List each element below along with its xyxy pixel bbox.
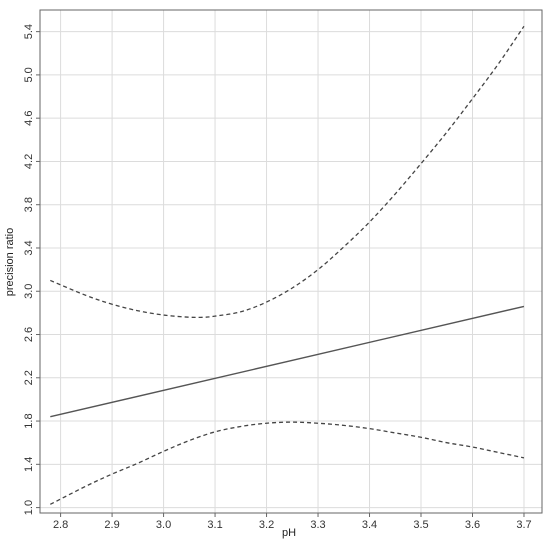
y-tick-label: 1.8 [23, 413, 35, 428]
y-tick-label: 1.0 [23, 500, 35, 515]
x-axis-title: pH [282, 527, 296, 539]
y-tick-label: 1.4 [23, 457, 35, 472]
y-tick-label: 3.0 [23, 284, 35, 299]
lower-confidence-band [50, 421, 525, 505]
y-tick-label: 5.0 [23, 67, 35, 82]
y-axis: 1.0 1.4 1.8 2.2 2.6 3.0 3.4 3.8 4.2 4.6 5.0 5.4 [23, 24, 40, 515]
upper-confidence-band [50, 25, 525, 319]
grid [40, 10, 542, 513]
y-axis-title: precision ratio [4, 228, 16, 296]
y-tick-label: 4.2 [23, 154, 35, 169]
y-tick-label: 3.4 [23, 240, 35, 255]
y-tick-label: 3.8 [23, 197, 35, 212]
x-tick-label: 3.0 [156, 519, 171, 531]
x-tick-label: 3.6 [465, 519, 480, 531]
x-tick-label: 3.7 [516, 519, 531, 531]
y-tick-label: 5.4 [23, 24, 35, 39]
x-tick-label: 3.4 [362, 519, 377, 531]
fitted-line [50, 305, 525, 418]
x-tick-label: 2.8 [53, 519, 68, 531]
y-tick-label: 2.6 [23, 327, 35, 342]
x-tick-label: 3.3 [310, 519, 325, 531]
x-tick-label: 3.1 [207, 519, 222, 531]
x-tick-label: 3.5 [413, 519, 428, 531]
x-tick-label: 3.2 [259, 519, 274, 531]
y-tick-label: 2.2 [23, 370, 35, 385]
series-layer [50, 25, 525, 505]
x-axis: 2.8 2.9 3.0 3.1 3.2 3.3 3.4 3.5 3.6 3.7 [53, 513, 532, 531]
plot-frame [39, 9, 543, 514]
y-tick-label: 4.6 [23, 111, 35, 126]
x-tick-label: 2.9 [104, 519, 119, 531]
